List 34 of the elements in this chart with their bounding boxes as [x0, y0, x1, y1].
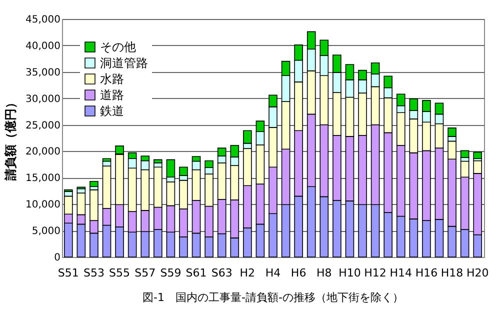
x-tick-label: H4	[265, 266, 281, 280]
x-tick-label: H20	[466, 266, 489, 280]
legend-label: 水路	[100, 72, 124, 86]
x-tick-label: H18	[440, 266, 464, 280]
text: 図-1 国内の工事量-請負額-の推移（地下街を除く）	[142, 291, 404, 304]
x-tick-label: S61	[186, 266, 207, 280]
y-tick-label: 5,000	[32, 226, 60, 238]
y-tick-label: 45,000	[26, 14, 60, 26]
legend-label: 道路	[100, 88, 124, 102]
y-tick-label: 15,000	[26, 173, 60, 184]
y-tick-label: 35,000	[26, 67, 60, 78]
y-axis-title: 請負額（億円）	[4, 96, 18, 182]
x-tick-label: S53	[83, 266, 104, 280]
x-tick-label: H14	[390, 266, 412, 280]
x-tick-label: H8	[316, 266, 332, 280]
x-tick-label: S55	[109, 266, 130, 280]
x-tick-label: S57	[134, 266, 156, 280]
x-tick-label: S59	[160, 266, 182, 280]
x-tick-label: H16	[415, 266, 438, 280]
legend-label: その他	[100, 40, 136, 54]
y-tick-label: 40,000	[26, 40, 60, 52]
y-tick-label: 10,000	[26, 200, 60, 211]
y-tick-label: 25,000	[26, 120, 60, 132]
x-tick-label: S51	[58, 266, 79, 280]
x-tick-label: H10	[338, 266, 361, 280]
y-tick-label: 0	[54, 252, 60, 264]
y-tick-label: 30,000	[26, 94, 60, 105]
x-tick-label: H2	[240, 266, 256, 280]
legend-label: 鉄道	[100, 104, 124, 118]
x-tick-label: H12	[364, 266, 386, 280]
y-tick-label: 20,000	[26, 146, 60, 158]
legend-label: 洞道管路	[100, 56, 148, 70]
x-tick-label: H6	[290, 266, 306, 280]
x-tick-label: S63	[211, 266, 232, 280]
